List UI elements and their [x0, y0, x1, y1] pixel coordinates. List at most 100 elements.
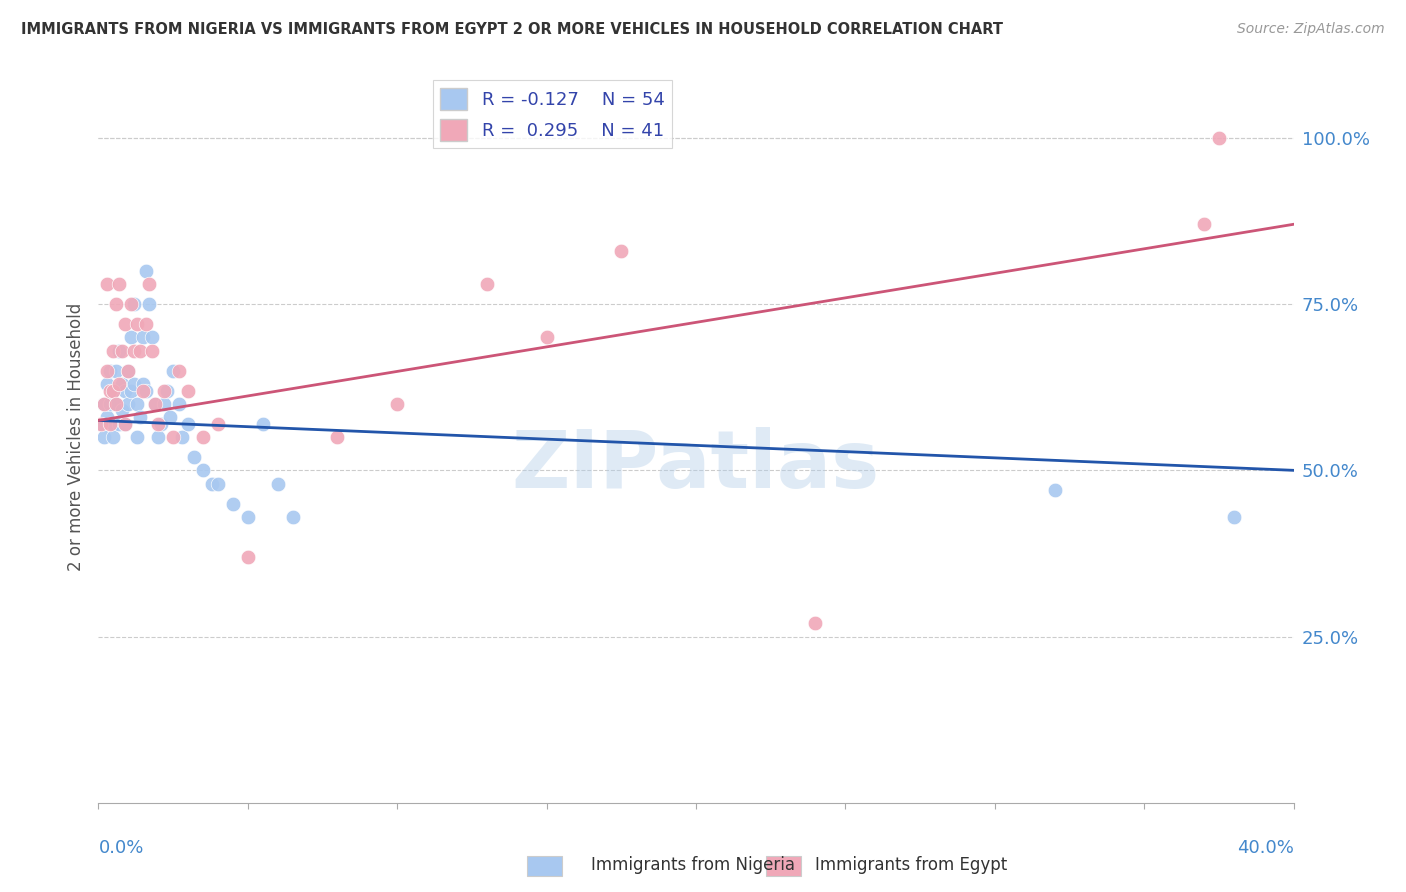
- Point: [114, 317, 136, 331]
- Point: [127, 317, 149, 331]
- Point: [167, 397, 190, 411]
- Point: [135, 317, 157, 331]
- Point: [207, 476, 229, 491]
- Point: [90, 417, 112, 431]
- Point: [114, 417, 136, 431]
- Point: [610, 244, 633, 258]
- Point: [127, 430, 149, 444]
- Point: [124, 297, 146, 311]
- Point: [111, 403, 134, 417]
- Point: [103, 384, 125, 398]
- Point: [108, 417, 131, 431]
- Point: [103, 343, 125, 358]
- Point: [177, 417, 200, 431]
- Point: [93, 397, 115, 411]
- Point: [103, 417, 125, 431]
- Text: ZIPatlas: ZIPatlas: [512, 427, 880, 506]
- Point: [143, 397, 166, 411]
- Point: [183, 450, 205, 464]
- Point: [1192, 217, 1215, 231]
- Point: [96, 363, 118, 377]
- Point: [281, 509, 304, 524]
- Point: [124, 343, 146, 358]
- Point: [105, 363, 128, 377]
- Point: [100, 384, 122, 398]
- Point: [103, 384, 125, 398]
- Point: [129, 410, 152, 425]
- Text: 40.0%: 40.0%: [1237, 839, 1294, 857]
- Point: [536, 330, 558, 344]
- Point: [114, 384, 136, 398]
- Point: [108, 277, 131, 292]
- Point: [120, 330, 142, 344]
- Point: [156, 384, 179, 398]
- Point: [100, 397, 122, 411]
- Point: [108, 343, 131, 358]
- Point: [93, 430, 115, 444]
- Text: IMMIGRANTS FROM NIGERIA VS IMMIGRANTS FROM EGYPT 2 OR MORE VEHICLES IN HOUSEHOLD: IMMIGRANTS FROM NIGERIA VS IMMIGRANTS FR…: [21, 22, 1002, 37]
- Point: [129, 343, 152, 358]
- Point: [143, 397, 166, 411]
- Point: [132, 330, 155, 344]
- Point: [120, 384, 142, 398]
- Point: [150, 417, 173, 431]
- Point: [132, 376, 155, 391]
- Point: [385, 397, 409, 411]
- Point: [117, 363, 139, 377]
- Point: [167, 363, 190, 377]
- Point: [114, 417, 136, 431]
- Point: [201, 476, 224, 491]
- Point: [135, 264, 157, 278]
- Point: [172, 430, 194, 444]
- Point: [132, 384, 155, 398]
- Point: [162, 430, 184, 444]
- Point: [138, 297, 160, 311]
- Point: [93, 397, 115, 411]
- Point: [177, 384, 200, 398]
- Point: [141, 330, 163, 344]
- Point: [105, 397, 128, 411]
- Point: [90, 417, 112, 431]
- Point: [141, 343, 163, 358]
- Point: [222, 497, 245, 511]
- Point: [191, 463, 214, 477]
- Point: [100, 363, 122, 377]
- Point: [96, 410, 118, 425]
- Text: Immigrants from Nigeria: Immigrants from Nigeria: [591, 856, 794, 874]
- Point: [267, 476, 290, 491]
- Point: [117, 363, 139, 377]
- Point: [475, 277, 498, 292]
- Point: [162, 363, 184, 377]
- Point: [120, 297, 142, 311]
- Point: [153, 397, 176, 411]
- Point: [100, 417, 122, 431]
- Point: [105, 297, 128, 311]
- Point: [138, 277, 160, 292]
- Point: [207, 417, 229, 431]
- Point: [117, 397, 139, 411]
- Point: [159, 410, 181, 425]
- Point: [191, 430, 214, 444]
- Point: [1043, 483, 1066, 498]
- Point: [103, 430, 125, 444]
- Point: [108, 376, 131, 391]
- Point: [236, 509, 259, 524]
- Point: [148, 430, 170, 444]
- Legend: R = -0.127    N = 54, R =  0.295    N = 41: R = -0.127 N = 54, R = 0.295 N = 41: [433, 80, 672, 148]
- Point: [326, 430, 349, 444]
- Point: [1208, 131, 1230, 145]
- Point: [135, 384, 157, 398]
- Y-axis label: 2 or more Vehicles in Household: 2 or more Vehicles in Household: [66, 303, 84, 571]
- Point: [96, 376, 118, 391]
- Point: [127, 397, 149, 411]
- Point: [148, 417, 170, 431]
- Point: [124, 376, 146, 391]
- Point: [96, 277, 118, 292]
- Point: [1223, 509, 1246, 524]
- Point: [105, 397, 128, 411]
- Text: Immigrants from Egypt: Immigrants from Egypt: [815, 856, 1008, 874]
- Point: [252, 417, 274, 431]
- Point: [153, 384, 176, 398]
- Point: [111, 376, 134, 391]
- Point: [111, 343, 134, 358]
